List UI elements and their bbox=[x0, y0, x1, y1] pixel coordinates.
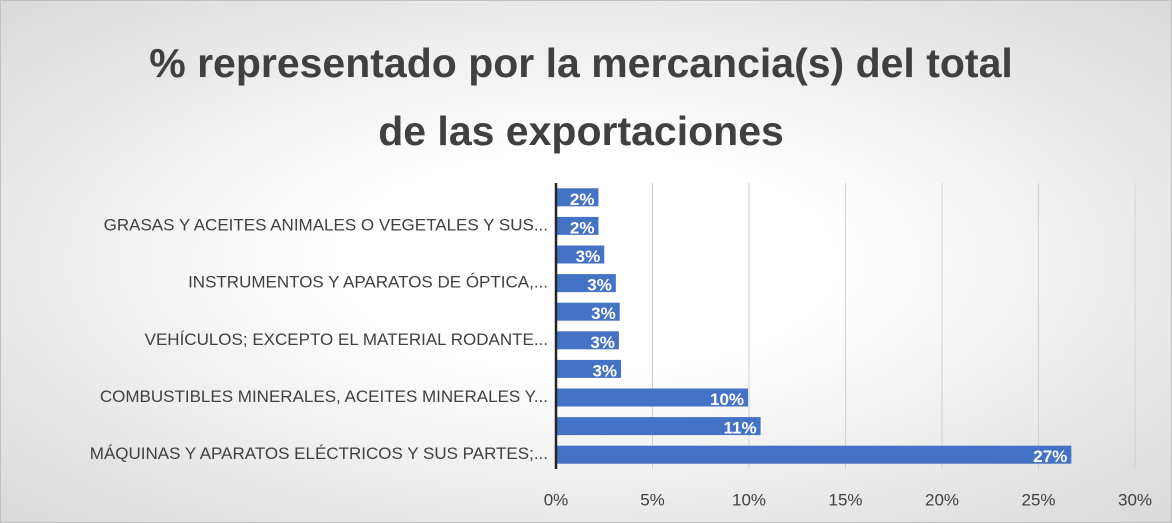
x-tick-label: 15% bbox=[828, 490, 862, 509]
bar bbox=[556, 188, 599, 207]
data-label: 3% bbox=[591, 304, 616, 323]
bar bbox=[556, 445, 1072, 464]
data-label: 10% bbox=[710, 390, 744, 409]
y-tick-label: VEHÍCULOS; EXCEPTO EL MATERIAL RODANTE..… bbox=[145, 330, 548, 349]
y-tick-label: INSTRUMENTOS Y APARATOS DE ÓPTICA,... bbox=[188, 273, 548, 292]
bar bbox=[556, 359, 622, 378]
data-label: 2% bbox=[570, 190, 595, 209]
bar bbox=[556, 417, 761, 436]
data-label: 11% bbox=[723, 419, 756, 438]
x-tick-label: 25% bbox=[1021, 490, 1055, 509]
x-tick-label: 20% bbox=[925, 490, 959, 509]
data-label: 3% bbox=[592, 361, 617, 380]
y-tick-label: GRASAS Y ACEITES ANIMALES O VEGETALES Y … bbox=[104, 215, 548, 234]
chart-title: % representado por la mercancia(s) del t… bbox=[149, 40, 1013, 154]
bar bbox=[556, 388, 749, 407]
bar bbox=[556, 274, 616, 293]
data-label: 3% bbox=[576, 247, 601, 266]
bar bbox=[556, 245, 605, 264]
data-label: 2% bbox=[570, 218, 595, 237]
x-tick-label: 0% bbox=[544, 490, 569, 509]
x-tick-label: 30% bbox=[1118, 490, 1152, 509]
y-tick-label: MÁQUINAS Y APARATOS ELÉCTRICOS Y SUS PAR… bbox=[90, 444, 548, 463]
bar bbox=[556, 302, 620, 321]
y-tick-label: COMBUSTIBLES MINERALES, ACEITES MINERALE… bbox=[100, 387, 548, 406]
data-label: 3% bbox=[590, 333, 615, 352]
data-label: 3% bbox=[587, 276, 612, 295]
data-label: 27% bbox=[1033, 447, 1067, 466]
x-tick-label: 10% bbox=[732, 490, 766, 509]
bar bbox=[556, 216, 599, 235]
bar bbox=[556, 331, 619, 350]
x-tick-label: 5% bbox=[640, 490, 665, 509]
